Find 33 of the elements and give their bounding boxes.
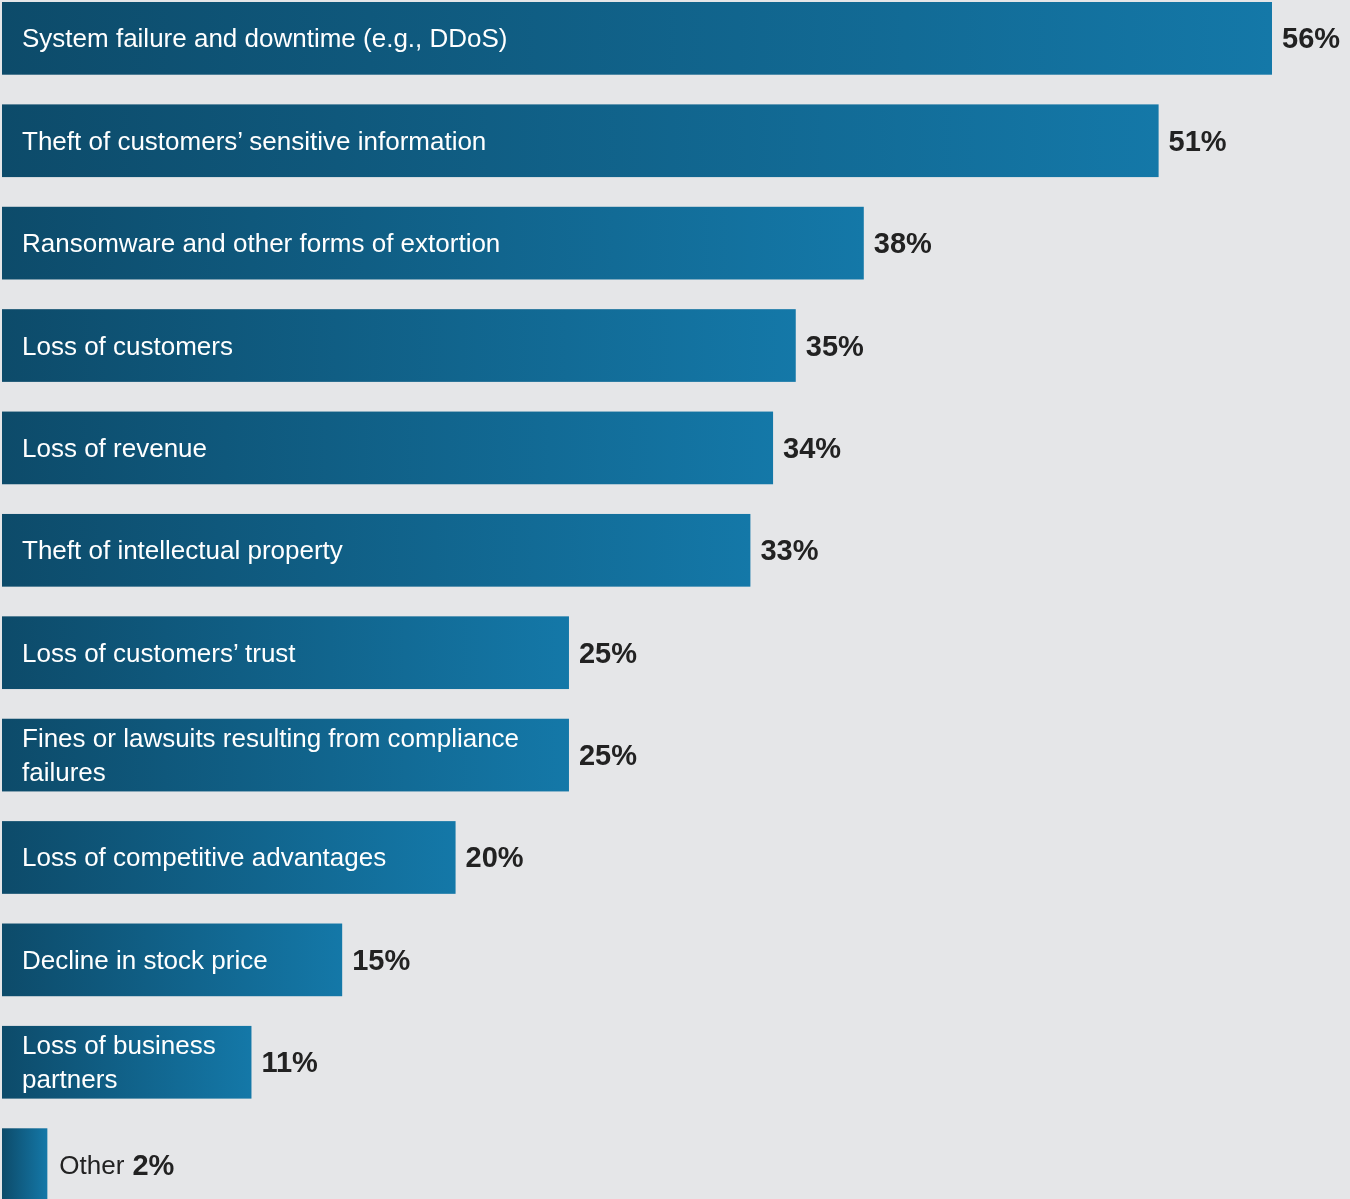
y-tick-label: Loss of customers	[22, 330, 233, 361]
y-tick-label: System failure and downtime (e.g., DDoS)	[22, 23, 508, 54]
y-tick-label: Loss of business partners	[22, 1030, 216, 1095]
bar	[2, 616, 569, 690]
data-label: 25%	[578, 636, 638, 669]
y-tick-label: Loss of competitive advantages	[22, 842, 387, 873]
bar	[2, 513, 751, 587]
y-tick-label: Theft of intellectual property	[22, 535, 343, 566]
data-label: 2%	[132, 1148, 175, 1181]
bar	[2, 206, 864, 280]
bar	[2, 2, 1272, 75]
y-tick-label: Loss of revenue	[22, 432, 208, 463]
bar	[2, 104, 1159, 178]
y-tick-label: Ransomware and other forms of extortion	[22, 228, 501, 259]
data-label: 25%	[578, 739, 638, 772]
bar	[2, 411, 774, 485]
bar	[2, 821, 456, 894]
bar	[2, 923, 343, 997]
y-tick-label: Loss of customers’ trust	[22, 637, 297, 668]
data-label: 38%	[873, 227, 933, 260]
y-tick-label: Fines or lawsuits resulting from compliance failures	[22, 723, 520, 788]
y-tick-label: Decline in stock price	[22, 944, 268, 975]
data-label: 15%	[352, 943, 411, 976]
y-tick-label: Theft of customers’ sensitive information	[22, 125, 487, 156]
data-label: 35%	[805, 329, 865, 362]
y-tick-label: Other	[59, 1149, 125, 1180]
data-label: 33%	[760, 534, 819, 567]
data-label: 51%	[1168, 124, 1227, 157]
bar	[2, 309, 796, 382]
data-label: 56%	[1282, 22, 1341, 55]
data-label: 34%	[783, 431, 842, 464]
data-label: 11%	[261, 1046, 319, 1079]
data-label: 20%	[465, 841, 524, 874]
